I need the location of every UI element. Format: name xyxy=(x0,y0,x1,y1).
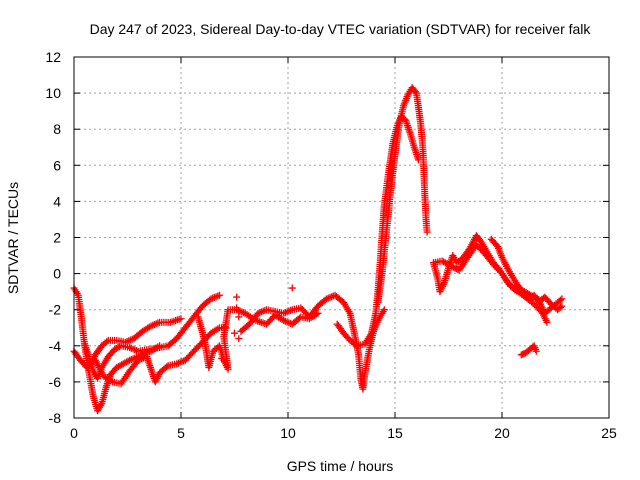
grid xyxy=(74,57,609,418)
data-point-track-j xyxy=(556,296,564,304)
data-point-track-e xyxy=(314,309,322,317)
data-point-isolated xyxy=(235,313,243,321)
y-tick-label: 0 xyxy=(53,266,61,282)
data-point-track-b xyxy=(103,338,111,346)
x-tick-label: 20 xyxy=(494,425,510,441)
data-point-track-j xyxy=(449,263,457,271)
data-point-isolated xyxy=(233,304,241,312)
y-tick-label: -4 xyxy=(49,338,62,354)
data-point-track-i xyxy=(543,318,551,326)
y-axis: -8 -6 -4 -2 0 2 4 6 8 10 12 xyxy=(45,49,609,426)
data-point-track-l xyxy=(532,347,540,355)
y-tick-label: 8 xyxy=(53,121,61,137)
y-tick-label: 12 xyxy=(45,49,61,65)
data-point-track-h xyxy=(411,88,419,96)
y-tick-label: 4 xyxy=(53,193,61,209)
data-point-isolated xyxy=(235,335,243,343)
data-point-track-h xyxy=(423,228,431,236)
data-point-track-c xyxy=(216,291,224,299)
data-point-track-j xyxy=(558,295,566,303)
data-point-track-b xyxy=(177,315,185,323)
data-point-isolated xyxy=(288,284,296,292)
data-point-track-f xyxy=(380,306,388,314)
x-tick-label: 10 xyxy=(280,425,296,441)
chart-title: Day 247 of 2023, Sidereal Day-to-day VTE… xyxy=(90,21,592,37)
data-point-isolated xyxy=(233,293,241,301)
x-axis-label: GPS time / hours xyxy=(287,458,394,474)
y-tick-label: 2 xyxy=(53,230,61,246)
y-tick-label: 10 xyxy=(45,85,61,101)
y-tick-label: 6 xyxy=(53,157,61,173)
y-tick-label: -2 xyxy=(49,302,62,318)
data-point-track-k xyxy=(556,303,564,311)
x-tick-label: 15 xyxy=(387,425,403,441)
data-point-track-d xyxy=(163,363,171,371)
x-axis: 0 5 10 15 20 25 xyxy=(70,57,617,441)
x-tick-label: 5 xyxy=(177,425,185,441)
y-tick-label: -6 xyxy=(49,374,62,390)
data-point-track-g xyxy=(351,340,359,348)
data-point-isolated xyxy=(231,329,238,337)
data-point-isolated xyxy=(218,354,226,362)
data-point-track-a xyxy=(124,357,132,365)
y-tick-label: -8 xyxy=(49,410,62,426)
data-point-track-k xyxy=(558,302,566,310)
x-tick-label: 0 xyxy=(70,425,78,441)
y-axis-label: SDTVAR / TECUs xyxy=(5,182,21,294)
data-points xyxy=(70,84,566,415)
x-tick-label: 25 xyxy=(601,425,617,441)
